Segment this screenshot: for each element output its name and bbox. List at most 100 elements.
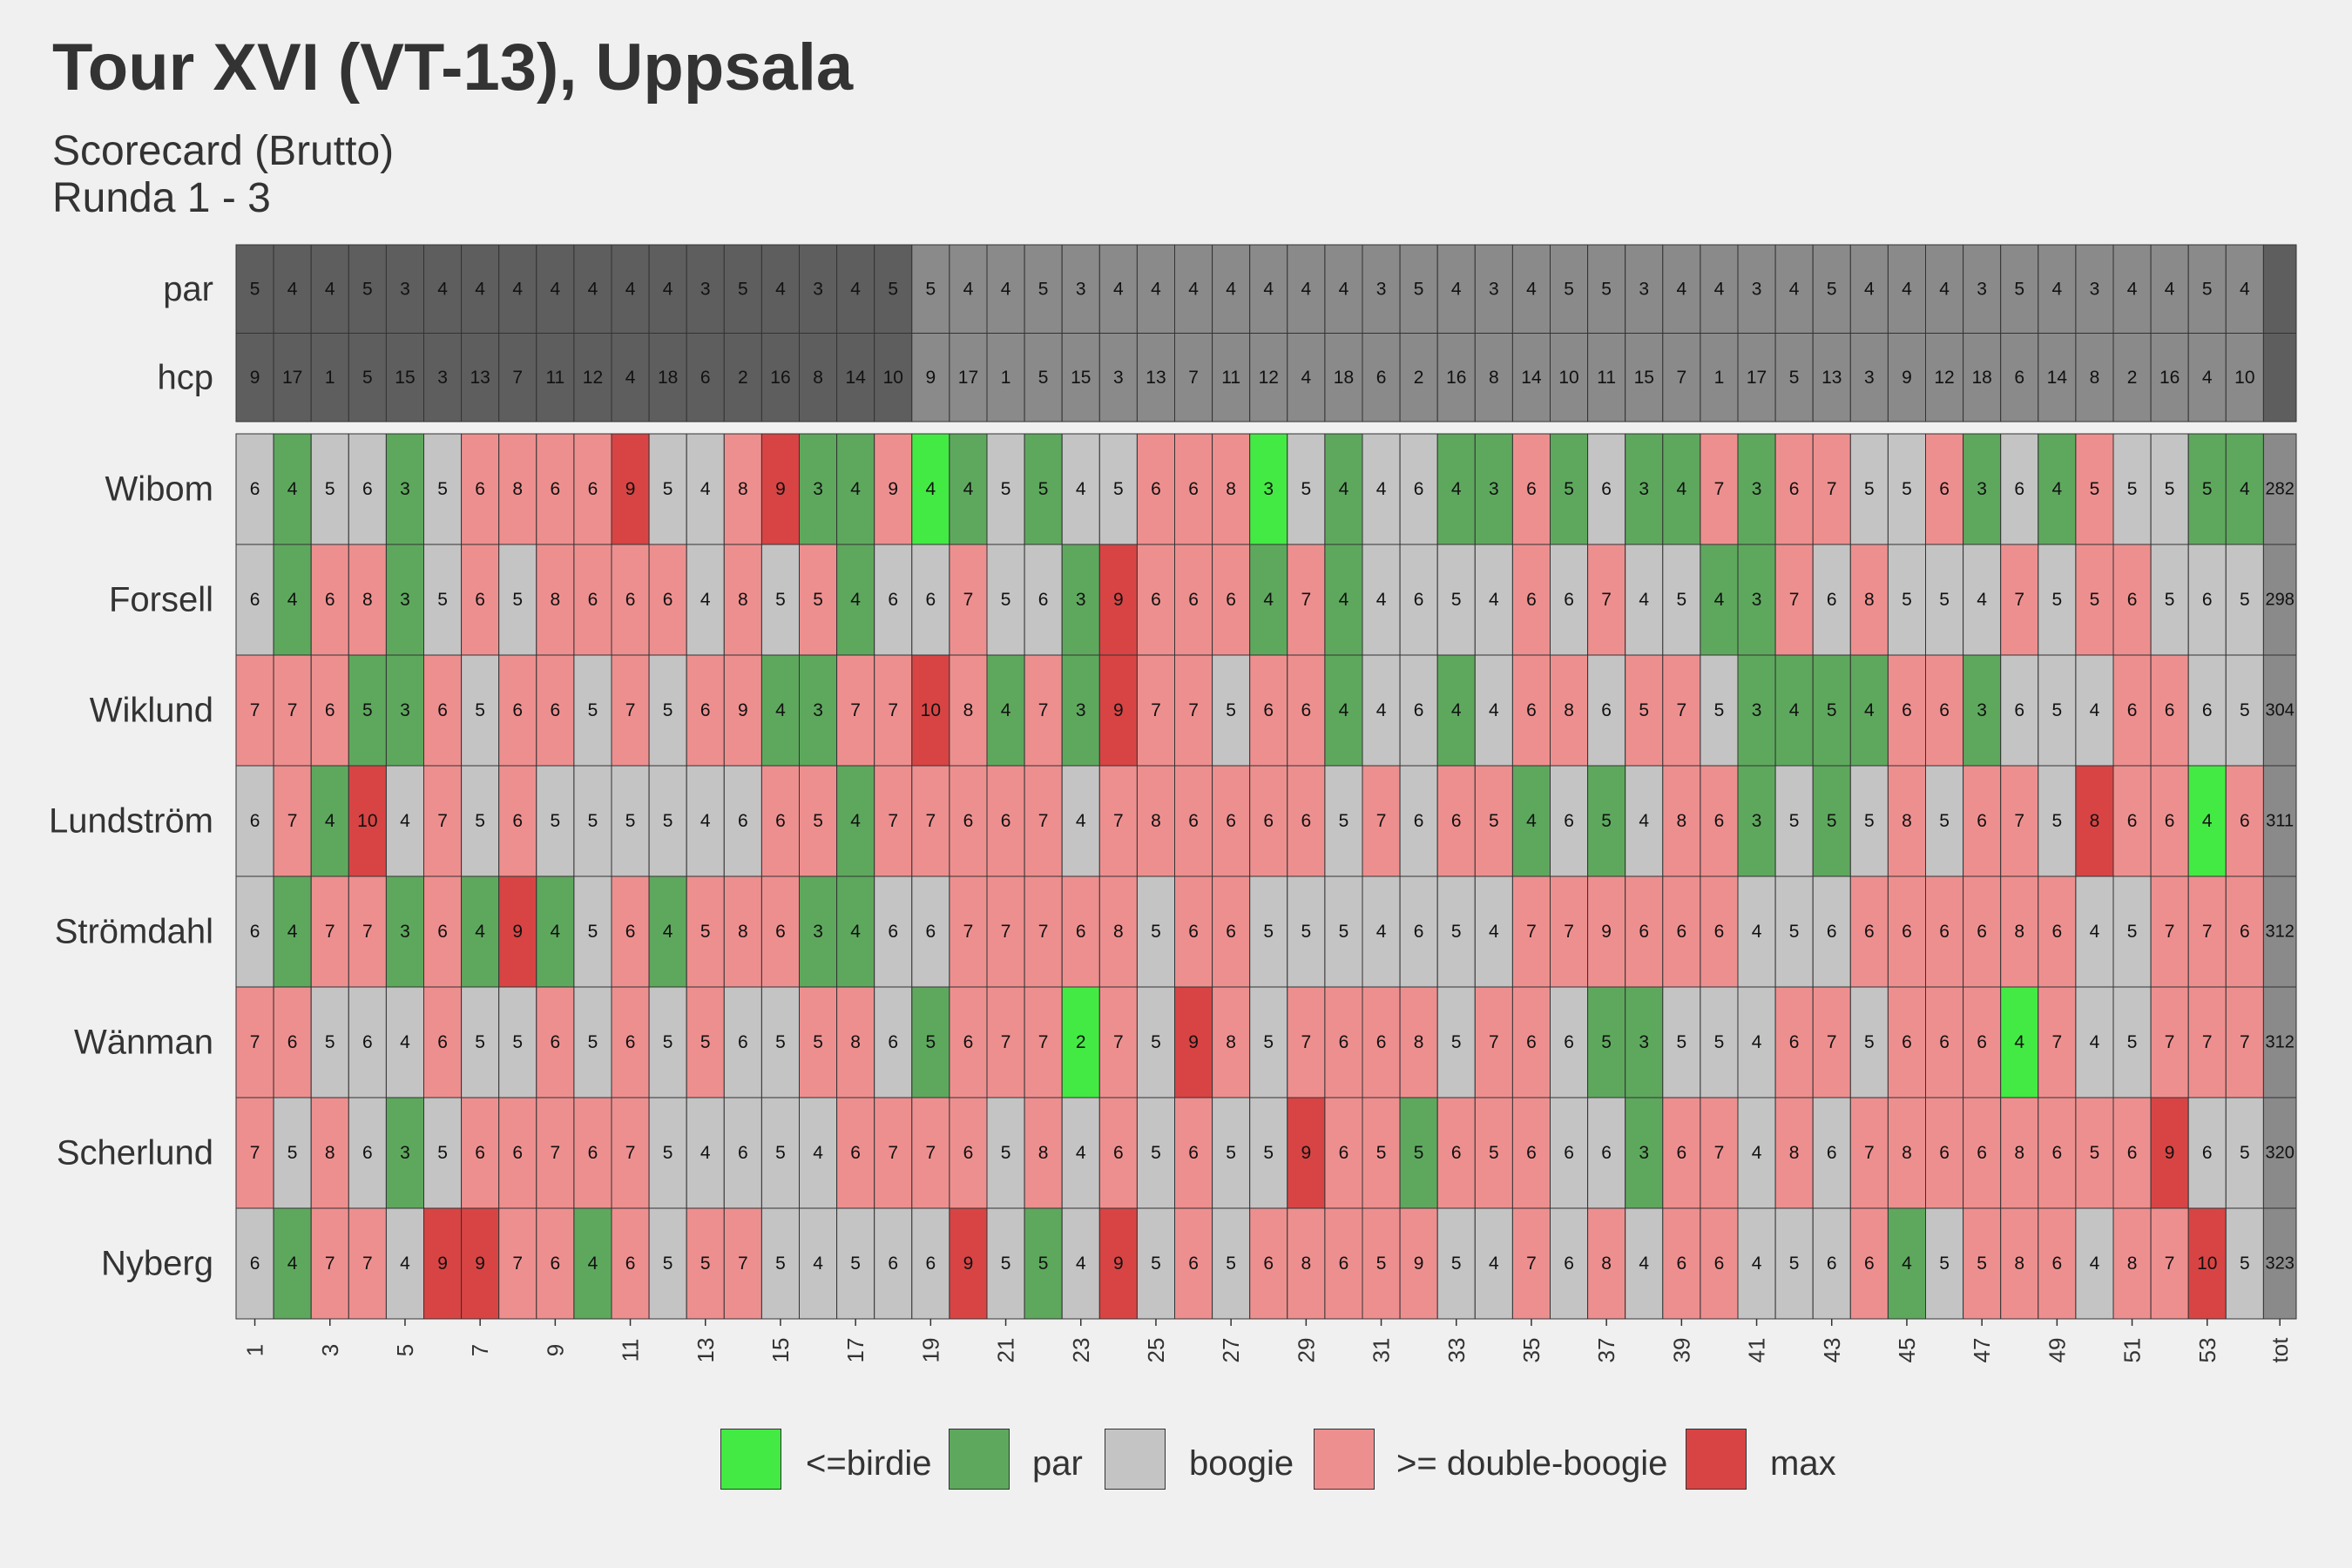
score-value: 5 xyxy=(2090,479,2100,499)
x-tick-label: 43 xyxy=(1819,1338,1845,1363)
hcp-value: 1 xyxy=(1001,368,1011,388)
x-tick-label: 47 xyxy=(1969,1338,1995,1363)
score-cell xyxy=(1849,433,1889,545)
score-value: 7 xyxy=(250,1143,260,1163)
score-cell xyxy=(1963,1207,2002,1320)
score-cell xyxy=(723,1207,762,1320)
score-cell xyxy=(1812,875,1851,988)
score-value: 9 xyxy=(1113,700,1124,720)
score-value: 3 xyxy=(400,922,410,942)
player-label: Strömdahl xyxy=(55,913,213,951)
score-value: 5 xyxy=(2165,590,2175,610)
x-tick-label: 17 xyxy=(842,1338,868,1363)
score-cell xyxy=(1625,986,1664,1098)
score-value: 4 xyxy=(813,1254,823,1274)
score-cell xyxy=(310,544,349,656)
legend: <=birdie par boogie >= double-boogie max xyxy=(0,1429,2352,1498)
hcp-cell xyxy=(648,333,687,422)
score-value: 5 xyxy=(850,1254,861,1274)
score-cell xyxy=(1849,875,1889,988)
score-cell xyxy=(235,875,274,988)
score-cell xyxy=(1774,1207,1814,1320)
hcp-value: 8 xyxy=(2090,368,2100,388)
score-cell xyxy=(1849,765,1889,877)
score-value: 6 xyxy=(2165,811,2175,831)
score-value: 3 xyxy=(1263,479,1274,499)
legend-swatch-double xyxy=(1314,1429,1375,1490)
score-value: 8 xyxy=(325,1143,335,1163)
score-value: 5 xyxy=(1113,479,1124,499)
score-cell xyxy=(536,875,575,988)
score-value: 6 xyxy=(287,1032,298,1052)
score-value: 6 xyxy=(625,1254,636,1274)
score-cell xyxy=(2112,1097,2152,1209)
hcp-cell xyxy=(874,333,913,422)
score-cell xyxy=(2187,875,2227,988)
score-cell xyxy=(611,765,650,877)
score-value: 4 xyxy=(1076,811,1086,831)
score-cell xyxy=(2112,986,2152,1098)
score-value: 6 xyxy=(1151,590,1161,610)
score-value: 6 xyxy=(963,1032,974,1052)
score-value: 6 xyxy=(475,479,485,499)
score-cell xyxy=(723,986,762,1098)
score-cell xyxy=(461,986,500,1098)
score-value: 5 xyxy=(1376,1254,1387,1274)
score-cell xyxy=(1812,433,1851,545)
score-value: 8 xyxy=(738,922,748,942)
par-value: 3 xyxy=(400,279,410,299)
score-cell xyxy=(1399,433,1438,545)
score-cell xyxy=(1249,544,1288,656)
score-cell xyxy=(911,1207,950,1320)
score-value: 4 xyxy=(287,1254,298,1274)
score-cell xyxy=(1963,433,2002,545)
scorecard-heatmap: par 5 4 4 5 3 4 4 4 4 4 4 4 3 5 4 3 4 5 5 4 4 5 3 4 4 4 4 4 4 4 3 5 4 3 4 5 5… xyxy=(49,244,2297,1363)
score-value: 7 xyxy=(850,700,861,720)
score-value: 4 xyxy=(1376,590,1387,610)
score-cell xyxy=(836,654,875,767)
score-cell xyxy=(536,1097,575,1209)
score-value: 6 xyxy=(437,1032,448,1052)
score-value: 3 xyxy=(813,479,823,499)
score-cell xyxy=(2187,1207,2227,1320)
par-cell xyxy=(1362,244,1401,334)
score-value: 4 xyxy=(1339,479,1349,499)
score-cell xyxy=(911,986,950,1098)
score-cell xyxy=(498,1207,537,1320)
score-cell xyxy=(2038,433,2077,545)
score-cell xyxy=(1174,1207,1213,1320)
par-value: 4 xyxy=(1902,279,1912,299)
score-value: 7 xyxy=(1827,479,1837,499)
score-cell xyxy=(1511,1097,1551,1209)
score-value: 4 xyxy=(1977,590,1987,610)
score-cell xyxy=(2225,654,2264,767)
score-value: 5 xyxy=(2090,1143,2100,1163)
score-cell xyxy=(2187,544,2227,656)
par-cell xyxy=(1174,244,1213,334)
score-cell xyxy=(423,544,463,656)
score-cell xyxy=(874,1097,913,1209)
score-cell xyxy=(1061,765,1100,877)
score-value: 6 xyxy=(926,590,936,610)
score-value: 5 xyxy=(1677,1032,1687,1052)
score-value: 6 xyxy=(1339,1254,1349,1274)
score-value: 6 xyxy=(1564,590,1574,610)
score-value: 6 xyxy=(250,922,260,942)
score-cell xyxy=(2075,765,2114,877)
score-cell xyxy=(2075,986,2114,1098)
score-value: 7 xyxy=(1188,700,1199,720)
score-value: 9 xyxy=(437,1254,448,1274)
score-value: 7 xyxy=(250,700,260,720)
score-value: 6 xyxy=(2052,1254,2063,1274)
score-value: 4 xyxy=(2090,922,2100,942)
score-value: 5 xyxy=(287,1143,298,1163)
x-tick-label: tot xyxy=(2267,1337,2293,1363)
score-cell xyxy=(1212,433,1251,545)
hcp-value: 2 xyxy=(738,368,748,388)
score-cell xyxy=(1212,654,1251,767)
score-value: 4 xyxy=(1376,700,1387,720)
hcp-cell xyxy=(498,333,537,422)
score-value: 6 xyxy=(1451,1143,1462,1163)
score-value: 3 xyxy=(1752,479,1762,499)
score-cell xyxy=(1324,986,1363,1098)
